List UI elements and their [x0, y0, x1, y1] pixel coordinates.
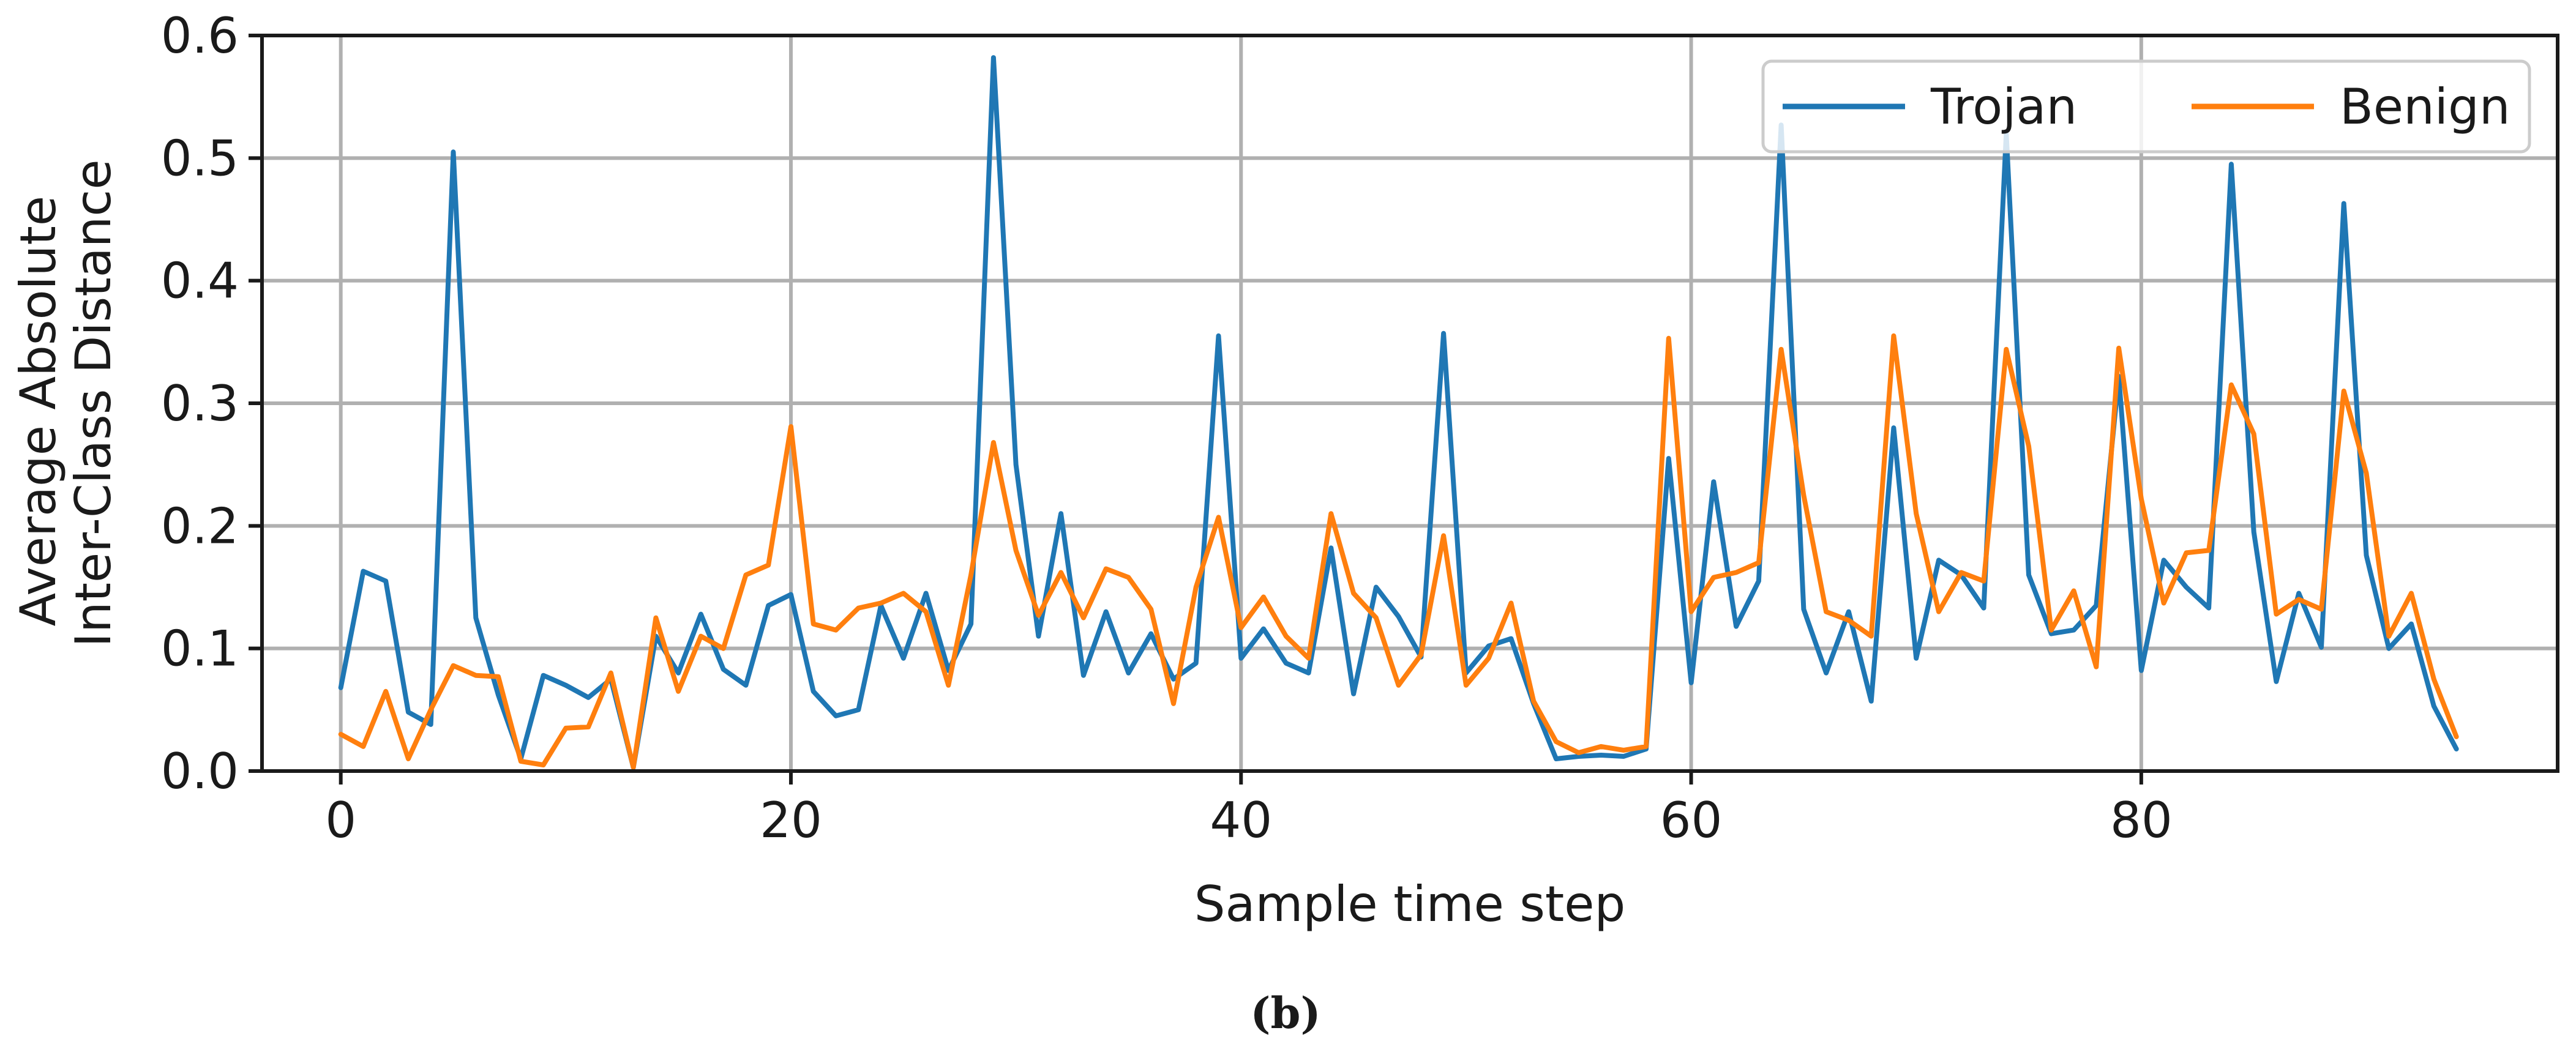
x-tick-label: 0 — [325, 792, 356, 849]
series-line-benign — [338, 333, 2459, 770]
x-axis-title: Sample time step — [1194, 876, 1626, 933]
ticks: 0 20 40 60 80 0.0 0.1 0.2 0.3 0.4 0.5 0.6 — [161, 7, 2173, 849]
y-tick-label: 0.2 — [161, 498, 239, 554]
x-tick-label: 60 — [1660, 792, 1723, 849]
y-axis-title-line-2: Inter-Class Distance — [65, 159, 122, 647]
legend-box — [1761, 59, 2531, 154]
series-group — [338, 55, 2459, 770]
x-tick-label: 40 — [1210, 792, 1272, 849]
legend: Trojan Benign — [1761, 59, 2531, 154]
y-tick-label: 0.4 — [161, 253, 239, 310]
y-tick-label: 0.3 — [161, 375, 239, 432]
y-axis-title-line-1: Average Absolute — [10, 196, 67, 627]
y-tick-label: 0.6 — [161, 7, 239, 64]
y-tick-label: 0.1 — [161, 621, 239, 677]
x-tick-label: 80 — [2110, 792, 2173, 849]
legend-label-benign: Benign — [2340, 78, 2510, 135]
y-tick-label: 0.5 — [161, 130, 239, 187]
series-line-trojan — [338, 55, 2459, 770]
y-axis-title: Average Absolute Inter-Class Distance — [10, 159, 122, 647]
legend-label-trojan: Trojan — [1930, 78, 2077, 135]
figure-caption: (b) — [1250, 988, 1320, 1038]
x-tick-label: 20 — [760, 792, 822, 849]
y-tick-label: 0.0 — [161, 743, 239, 800]
